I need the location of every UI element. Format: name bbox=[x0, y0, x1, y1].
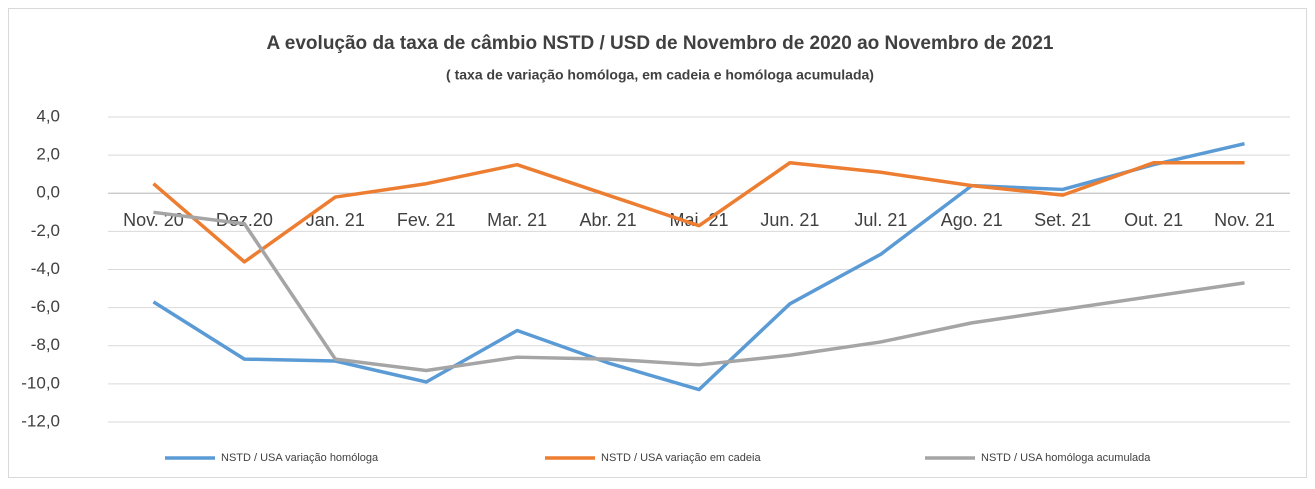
x-tick-label: Dez.20 bbox=[216, 210, 273, 230]
x-tick-label: Jun. 21 bbox=[760, 210, 819, 230]
x-tick-label: Ago. 21 bbox=[941, 210, 1003, 230]
chart-title: A evolução da taxa de câmbio NSTD / USD … bbox=[267, 33, 1054, 54]
series-line bbox=[153, 210, 1245, 373]
y-tick-label: 0,0 bbox=[36, 183, 60, 202]
y-tick-label: -4,0 bbox=[31, 259, 60, 278]
y-tick-label: -6,0 bbox=[31, 297, 60, 316]
x-tick-label: Nov. 21 bbox=[1214, 210, 1275, 230]
y-tick-label: 2,0 bbox=[36, 145, 60, 164]
series-line bbox=[152, 161, 1245, 264]
x-tick-label: Set. 21 bbox=[1034, 210, 1091, 230]
y-tick-label: -2,0 bbox=[31, 221, 60, 240]
legend-label: NSTD / USA variação em cadeia bbox=[601, 452, 761, 464]
legend-label: NSTD / USA variação homóloga bbox=[221, 452, 379, 464]
y-tick-label: 4,0 bbox=[36, 106, 60, 125]
chart-subtitle: ( taxa de variação homóloga, em cadeia e… bbox=[446, 67, 874, 83]
x-tick-label: Abr. 21 bbox=[580, 210, 637, 230]
x-tick-label: Fev. 21 bbox=[397, 210, 456, 230]
legend-label: NSTD / USA homóloga acumulada bbox=[981, 452, 1151, 464]
x-tick-label: Mar. 21 bbox=[487, 210, 547, 230]
y-tick-label: -12,0 bbox=[21, 411, 60, 430]
x-tick-label: Jul. 21 bbox=[854, 210, 907, 230]
y-tick-label: -10,0 bbox=[21, 373, 60, 392]
x-tick-label: Out. 21 bbox=[1124, 210, 1183, 230]
y-tick-label: -8,0 bbox=[31, 335, 60, 354]
series-line bbox=[152, 141, 1245, 392]
x-tick-label: Jan. 21 bbox=[306, 210, 365, 230]
